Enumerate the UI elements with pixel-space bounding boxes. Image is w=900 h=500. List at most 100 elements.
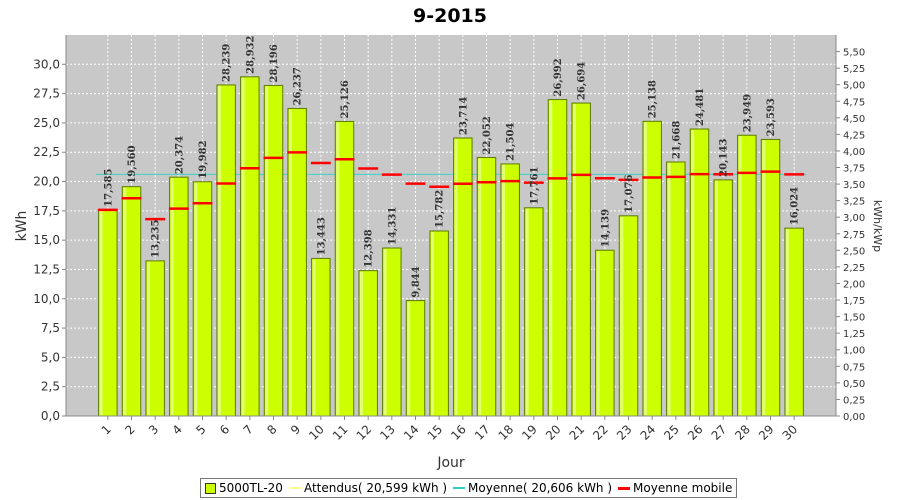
y-tick-label: 22,5	[33, 145, 60, 159]
bar-highlight	[241, 77, 245, 415]
data-label: 16,024	[790, 187, 801, 225]
bar-highlight	[383, 248, 387, 415]
legend-label-expected: Attendus( 20,599 kWh )	[303, 481, 448, 495]
y2-tick-label: 0,00	[843, 412, 865, 423]
x-tick-label: 9	[288, 422, 303, 437]
bar-highlight	[194, 182, 198, 415]
bar-highlight	[643, 122, 647, 415]
y-tick-label: 30,0	[33, 57, 60, 71]
data-label: 23,714	[458, 97, 469, 135]
x-axis-label: Jour	[436, 455, 465, 471]
bar-highlight	[714, 180, 718, 415]
x-tick-label: 2	[122, 422, 137, 437]
y2-tick-label: 0,50	[843, 379, 865, 390]
bar-highlight	[146, 261, 150, 415]
y2-tick-label: 4,50	[843, 114, 865, 125]
legend-item-production: 5000TL-20	[205, 481, 283, 495]
bar-highlight	[596, 251, 600, 415]
data-label: 23,949	[742, 94, 753, 132]
x-tick-label: 8	[264, 422, 279, 437]
data-label: 13,443	[316, 217, 327, 255]
y2-tick-label: 3,75	[843, 164, 865, 175]
x-tick-label: 23	[614, 422, 635, 443]
bar-highlight	[359, 271, 363, 415]
legend: 5000TL-20 Attendus( 20,599 kWh ) Moyenne…	[200, 478, 738, 498]
y-tick-label: 20,0	[33, 175, 60, 189]
y2-tick-label: 5,00	[843, 81, 865, 92]
data-labels: 17,585 19,560 13,235 20,374 19,982 28,239 28,9…	[103, 36, 800, 298]
y2-tick-label: 2,00	[843, 279, 865, 290]
data-label: 17,076	[624, 175, 635, 213]
x-tick-label: 19	[519, 422, 540, 443]
bar-highlight	[762, 140, 766, 415]
bar-highlight	[620, 216, 624, 415]
y2-tick-label: 4,25	[843, 130, 865, 141]
y-tick-label: 25,0	[33, 116, 60, 130]
x-tick-label: 30	[780, 422, 801, 443]
y-axis-ticks: 0,0 2,5 5,0 7,5 10,0 12,5 15,0 17,5 20,0 22,5 25,0…	[33, 57, 66, 423]
bar-highlight	[525, 208, 529, 415]
legend-label-moving-average: Moyenne mobile	[633, 481, 733, 495]
x-tick-label: 26	[685, 422, 706, 443]
data-label: 26,992	[553, 58, 564, 96]
y-tick-label: 2,5	[41, 380, 60, 394]
chart-title: 9-2015	[413, 5, 487, 27]
data-label: 22,052	[482, 116, 493, 154]
data-label: 28,932	[245, 36, 256, 74]
y2-tick-label: 1,00	[843, 346, 865, 357]
data-label: 9,844	[411, 266, 422, 297]
bar-highlight	[738, 136, 742, 416]
bar-highlight	[454, 138, 458, 415]
data-label: 13,235	[151, 220, 162, 258]
y-tick-label: 0,0	[41, 409, 60, 423]
bar-highlight	[691, 130, 695, 415]
x-tick-label: 10	[306, 422, 327, 443]
x-tick-label: 24	[638, 422, 659, 443]
x-tick-label: 16	[448, 422, 469, 443]
y-tick-label: 5,0	[41, 350, 60, 364]
y2-tick-label: 2,75	[843, 230, 865, 241]
legend-item-average: Moyenne( 20,606 kWh )	[453, 481, 612, 495]
data-label: 14,331	[387, 207, 398, 245]
y2-tick-label: 2,50	[843, 246, 865, 257]
bar-highlight	[785, 229, 789, 415]
bar-highlight	[288, 109, 292, 415]
y2-tick-label: 3,00	[843, 213, 865, 224]
data-label: 15,782	[435, 190, 446, 228]
bar-highlight	[312, 259, 316, 415]
x-tick-label: 4	[170, 422, 185, 437]
data-label: 20,143	[719, 139, 730, 177]
y-tick-label: 7,5	[41, 321, 60, 335]
data-label: 21,668	[671, 121, 682, 159]
y2-axis-ticks: 0,00 0,25 0,50 0,75 1,00 1,25 1,50 1,75 2,00 2,25…	[836, 48, 865, 423]
data-label: 17,761	[529, 167, 540, 205]
x-tick-label: 12	[354, 422, 375, 443]
y2-tick-label: 1,75	[843, 296, 865, 307]
legend-label-average: Moyenne( 20,606 kWh )	[468, 481, 613, 495]
legend-swatch-average	[453, 487, 466, 489]
legend-item-moving-average: Moyenne mobile	[618, 481, 732, 495]
data-label: 26,237	[293, 67, 304, 105]
y-tick-label: 17,5	[33, 204, 60, 218]
axes	[65, 35, 837, 417]
bar-highlight	[99, 210, 103, 415]
bar-highlight	[478, 158, 482, 415]
bar-highlight	[572, 104, 576, 416]
y2-tick-label: 0,25	[843, 395, 865, 406]
x-tick-label: 22	[590, 422, 611, 443]
legend-item-expected: Attendus( 20,599 kWh )	[288, 481, 448, 495]
x-axis-ticks: 1 2 3 4 5 6 7 8 9 10 11 12 13 14 15 16 17 18 19 20 21 22 23 24 2…	[99, 416, 801, 443]
x-tick-label: 7	[241, 422, 256, 437]
data-label: 24,481	[695, 88, 706, 126]
bar-highlight	[336, 122, 340, 415]
y-tick-label: 27,5	[33, 87, 60, 101]
y2-tick-label: 2,25	[843, 263, 865, 274]
y-tick-label: 15,0	[33, 233, 60, 247]
bar-highlight	[501, 164, 505, 415]
data-label: 20,374	[174, 136, 185, 174]
x-tick-label: 6	[217, 422, 232, 437]
data-label: 19,560	[127, 145, 138, 183]
x-tick-label: 29	[756, 422, 777, 443]
